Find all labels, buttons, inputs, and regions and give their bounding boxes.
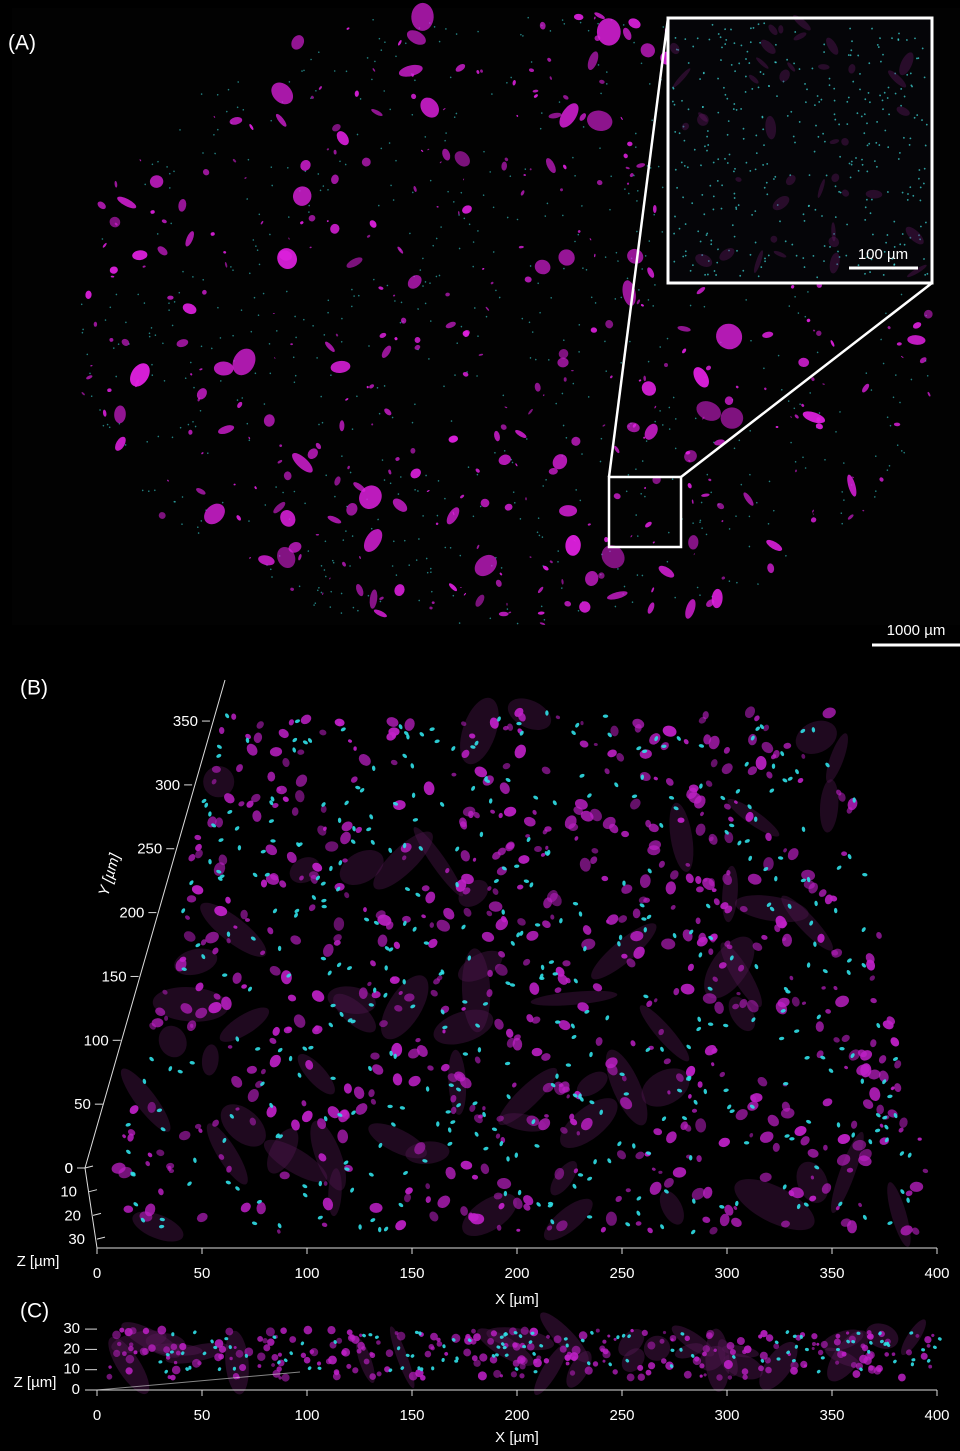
tick-label: 150	[399, 1407, 424, 1424]
tick-label: 400	[924, 1265, 949, 1282]
speck	[703, 72, 705, 74]
speck	[653, 205, 657, 213]
tick-label: 30	[63, 1320, 80, 1337]
tick-label: 350	[819, 1407, 844, 1424]
panel-label: (A)	[8, 32, 36, 55]
speck	[371, 79, 373, 81]
speck	[622, 881, 625, 886]
tick-label: 0	[93, 1265, 101, 1282]
tick-label: 250	[137, 841, 162, 858]
axis-label: Z [µm]	[14, 1374, 57, 1391]
speck	[489, 171, 491, 173]
speck	[698, 1081, 703, 1088]
axis-label: Z [µm]	[17, 1253, 60, 1270]
tick-label: 10	[60, 1184, 77, 1201]
speck	[468, 811, 474, 818]
panel-label: (C)	[20, 1300, 49, 1323]
speck	[918, 1138, 922, 1141]
speck	[94, 322, 97, 327]
tick-label: 350	[173, 713, 198, 730]
tick-label: 100	[294, 1265, 319, 1282]
tick-label: 300	[155, 777, 180, 794]
speck	[516, 1229, 520, 1232]
axis-label: X [µm]	[495, 1291, 539, 1308]
tick-label: 50	[74, 1096, 91, 1113]
tick-label: 20	[63, 1340, 80, 1357]
speck	[750, 340, 752, 342]
scale-bar-label: 100 µm	[858, 246, 908, 263]
speck	[654, 421, 656, 423]
speck	[192, 421, 194, 423]
tick-label: 250	[609, 1265, 634, 1282]
tick-label: 400	[924, 1407, 949, 1424]
speck	[823, 1145, 828, 1151]
figure: 100 µm 1000 µm (A) (B) (C) Y [µm] Z [µm]…	[0, 0, 960, 1451]
speck	[385, 965, 388, 970]
scale-bar-label: 1000 µm	[887, 622, 946, 639]
tick-label: 0	[72, 1381, 80, 1398]
tick-label: 20	[64, 1207, 81, 1224]
speck	[564, 377, 567, 381]
speck	[721, 407, 744, 428]
tick-label: 250	[609, 1407, 634, 1424]
tick-label: 350	[819, 1265, 844, 1282]
speck	[914, 37, 916, 39]
speck	[754, 817, 757, 822]
tick-label: 10	[63, 1361, 80, 1378]
speck	[734, 42, 736, 44]
tick-label: 50	[194, 1265, 211, 1282]
speck	[920, 226, 922, 228]
tick-label: 300	[714, 1407, 739, 1424]
tick-label: 50	[194, 1407, 211, 1424]
tick-label: 150	[102, 968, 127, 985]
tick-label: 200	[504, 1265, 529, 1282]
tick-label: 100	[84, 1032, 109, 1049]
speck	[267, 772, 275, 782]
speck	[359, 987, 368, 999]
axis-label: X [µm]	[495, 1429, 539, 1446]
tick-label: 0	[65, 1160, 73, 1177]
tick-label: 150	[399, 1265, 424, 1282]
tick-label: 30	[68, 1231, 85, 1248]
speck	[602, 1350, 610, 1358]
tick-label: 0	[93, 1407, 101, 1424]
speck	[378, 1227, 381, 1232]
tick-label: 100	[294, 1407, 319, 1424]
speck	[316, 534, 319, 535]
speck	[470, 1214, 484, 1225]
speck	[370, 1053, 379, 1060]
speck	[678, 818, 685, 823]
panel-label: (B)	[20, 677, 48, 700]
tick-label: 300	[714, 1265, 739, 1282]
tick-label: 200	[119, 905, 144, 922]
tick-label: 200	[504, 1407, 529, 1424]
speck	[499, 612, 509, 617]
